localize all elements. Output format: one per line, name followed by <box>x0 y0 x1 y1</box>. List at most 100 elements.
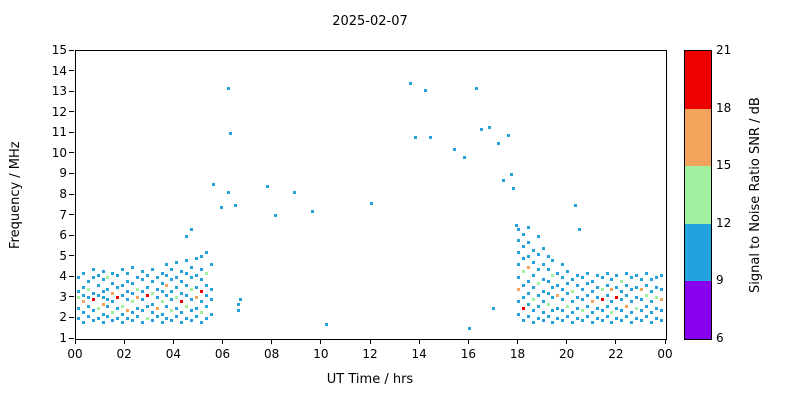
data-point <box>551 296 555 300</box>
y-tick-label: 6 <box>59 228 67 243</box>
colorbar-tick-label: 21 <box>716 43 732 57</box>
data-point <box>145 294 149 298</box>
data-point <box>541 263 545 267</box>
data-point <box>595 296 599 300</box>
data-point <box>654 275 658 279</box>
data-point <box>630 300 634 304</box>
data-point <box>165 284 169 287</box>
data-point <box>585 271 589 275</box>
data-point <box>546 279 550 283</box>
data-point <box>185 284 189 287</box>
data-point <box>229 131 233 135</box>
data-point <box>101 302 105 306</box>
data-point <box>521 284 525 287</box>
data-point <box>236 308 240 312</box>
data-point <box>209 263 213 267</box>
data-point <box>531 286 535 290</box>
data-point <box>576 306 579 310</box>
data-point <box>199 277 203 281</box>
data-point <box>140 290 144 294</box>
y-tick-mark <box>69 193 74 195</box>
data-point <box>150 279 154 283</box>
data-point <box>180 300 184 304</box>
x-tick-mark <box>271 339 273 344</box>
data-point <box>131 292 135 296</box>
data-point <box>111 281 115 285</box>
data-point <box>91 298 95 302</box>
data-point <box>180 310 184 314</box>
data-point <box>185 316 189 320</box>
data-point <box>576 316 579 320</box>
data-point <box>204 284 208 287</box>
data-point <box>610 300 614 304</box>
x-tick-mark <box>369 339 371 344</box>
data-point <box>175 275 179 279</box>
data-point <box>175 286 179 290</box>
data-point <box>620 279 624 283</box>
data-point <box>526 226 530 230</box>
data-point <box>204 251 208 255</box>
data-point <box>571 310 575 314</box>
data-point <box>605 304 609 308</box>
data-point <box>536 294 540 298</box>
colorbar <box>684 50 712 340</box>
data-point <box>101 277 105 281</box>
y-tick-label: 12 <box>51 104 67 119</box>
data-point <box>625 294 629 298</box>
data-point <box>605 284 609 287</box>
data-point <box>175 306 179 310</box>
data-point <box>140 277 144 281</box>
data-point <box>615 296 619 300</box>
y-tick-mark <box>69 214 74 216</box>
data-point <box>155 306 159 310</box>
data-point <box>194 314 198 318</box>
data-point <box>106 288 110 292</box>
y-tick-label: 11 <box>51 125 67 140</box>
data-point <box>121 312 125 316</box>
data-point <box>551 286 555 290</box>
data-point <box>566 304 570 308</box>
data-point <box>116 296 120 300</box>
data-point <box>453 148 457 152</box>
data-point <box>649 310 653 314</box>
x-tick-label: 02 <box>116 347 132 361</box>
data-point <box>101 321 105 325</box>
data-point <box>194 296 198 300</box>
colorbar-segment <box>685 166 711 224</box>
data-point <box>190 288 194 292</box>
data-point <box>126 290 130 294</box>
data-point <box>521 269 525 273</box>
data-point <box>531 298 535 302</box>
data-point <box>521 244 525 248</box>
data-point <box>155 288 159 292</box>
data-point <box>116 306 120 310</box>
y-tick-label: 3 <box>59 289 67 304</box>
data-point <box>541 318 545 322</box>
data-point <box>81 286 85 290</box>
data-point <box>573 203 577 207</box>
data-point <box>561 308 565 312</box>
y-tick-label: 1 <box>59 331 67 345</box>
data-point <box>165 316 169 320</box>
data-point <box>625 284 629 287</box>
data-point <box>194 257 198 261</box>
colorbar-tick-label: 12 <box>716 215 732 230</box>
data-point <box>502 179 506 183</box>
data-point <box>546 267 550 271</box>
y-tick-mark <box>69 70 74 72</box>
data-point <box>185 294 189 298</box>
data-point <box>556 271 560 275</box>
data-point <box>175 261 179 265</box>
data-point <box>190 318 194 322</box>
data-point <box>226 191 230 195</box>
data-point <box>517 288 520 292</box>
data-point <box>531 273 535 277</box>
data-point <box>126 271 130 275</box>
data-point <box>649 277 653 281</box>
x-tick-label: 16 <box>460 347 476 361</box>
data-point <box>517 251 520 255</box>
x-tick-label: 08 <box>264 347 280 361</box>
y-tick-label: 13 <box>51 84 67 99</box>
data-point <box>121 304 125 308</box>
data-point <box>86 279 90 283</box>
